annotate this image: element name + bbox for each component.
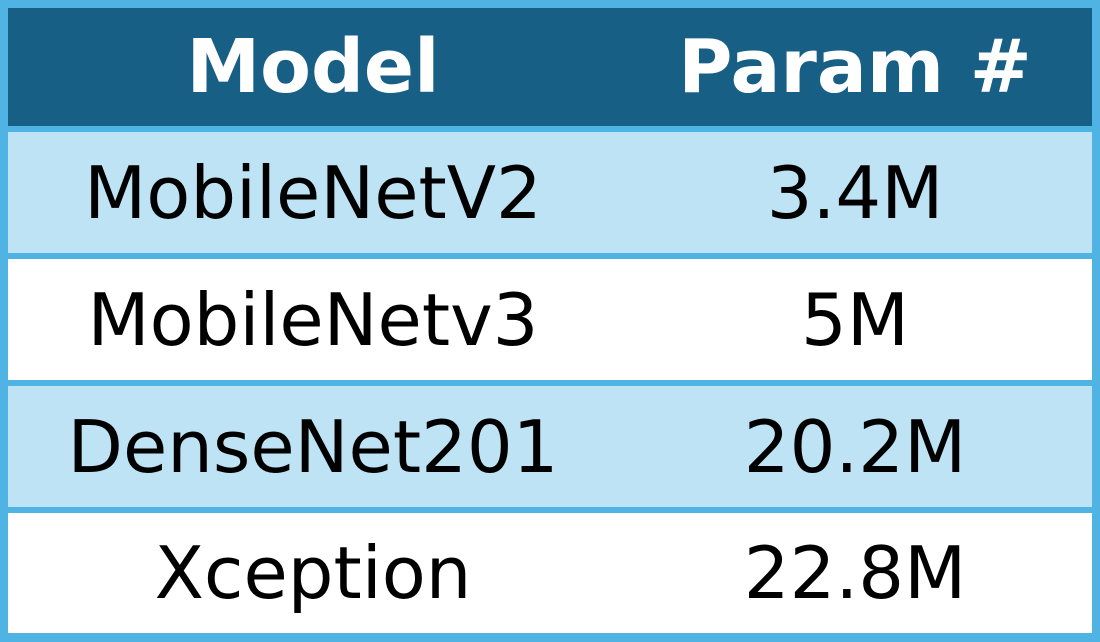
header-row: Model Param # <box>8 8 1092 132</box>
params-table: Model Param # MobileNetV2 3.4M MobileNet… <box>8 8 1092 633</box>
param-count-cell: 5M <box>618 256 1092 383</box>
param-count-cell: 20.2M <box>618 383 1092 510</box>
model-name-cell: Xception <box>8 510 618 633</box>
model-name-cell: MobileNetv3 <box>8 256 618 383</box>
table-header: Model Param # <box>8 8 1092 132</box>
header-param-count: Param # <box>618 8 1092 132</box>
model-name-cell: MobileNetV2 <box>8 132 618 256</box>
param-count-cell: 3.4M <box>618 132 1092 256</box>
model-name-cell: DenseNet201 <box>8 383 618 510</box>
header-model: Model <box>8 8 618 132</box>
table-row: MobileNetV2 3.4M <box>8 132 1092 256</box>
table-body: MobileNetV2 3.4M MobileNetv3 5M DenseNet… <box>8 132 1092 633</box>
table-row: Xception 22.8M <box>8 510 1092 633</box>
param-count-cell: 22.8M <box>618 510 1092 633</box>
table-row: DenseNet201 20.2M <box>8 383 1092 510</box>
table-row: MobileNetv3 5M <box>8 256 1092 383</box>
